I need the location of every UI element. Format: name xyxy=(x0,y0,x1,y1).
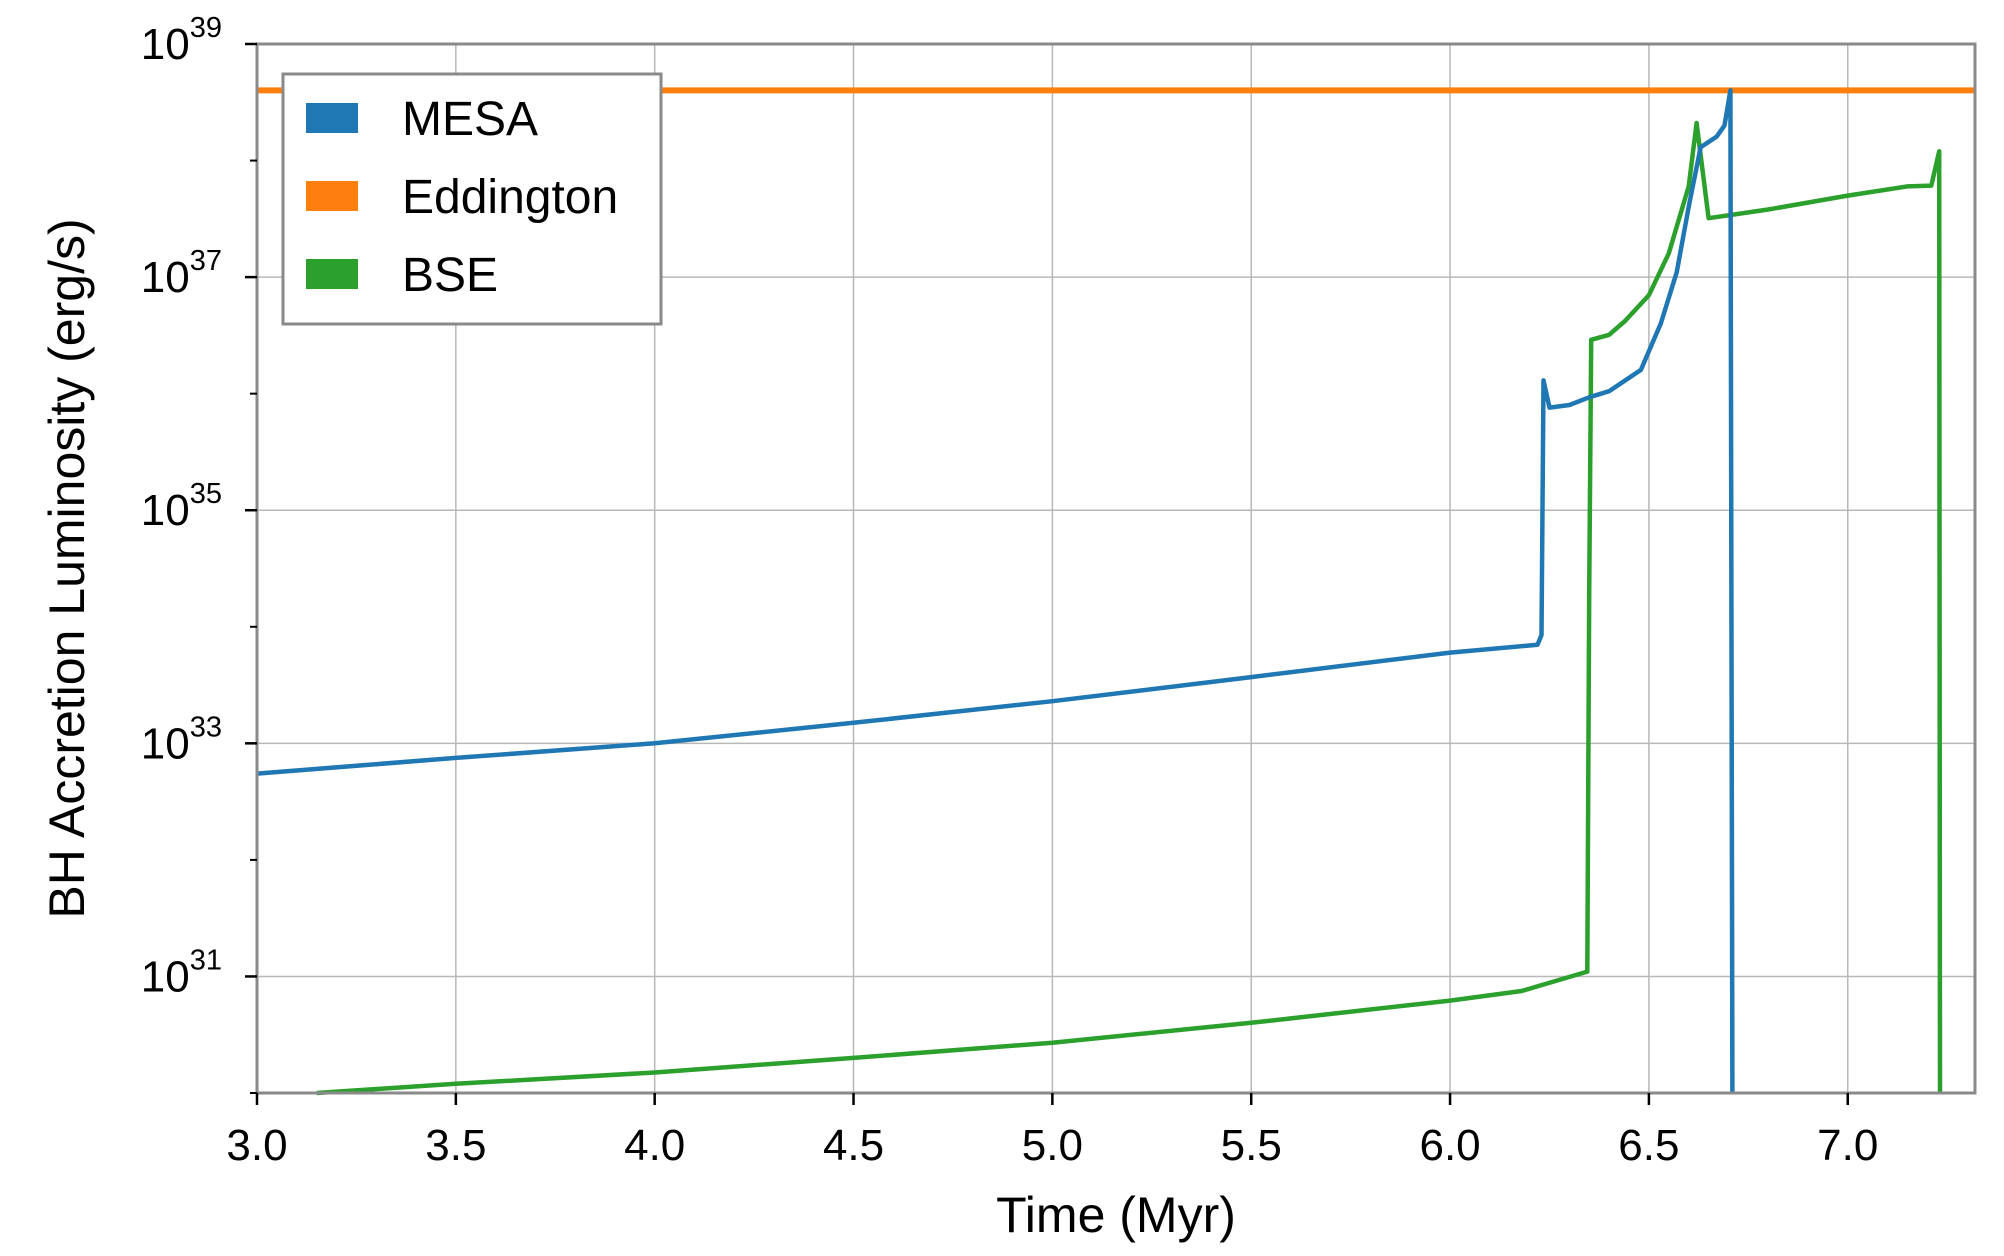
y-tick-base: 10 xyxy=(141,253,190,302)
y-tick-exponent: 39 xyxy=(190,12,222,44)
y-tick-label: 1033 xyxy=(141,711,222,768)
y-tick-exponent: 35 xyxy=(190,478,222,510)
y-tick-label: 1031 xyxy=(141,944,222,1001)
legend-label-bse: BSE xyxy=(402,249,498,302)
y-axis-title: BH Accretion Luminosity (erg/s) xyxy=(39,218,95,918)
x-tick-label: 6.5 xyxy=(1618,1121,1679,1170)
y-tick-label: 1037 xyxy=(141,245,222,302)
y-tick-base: 10 xyxy=(141,20,190,69)
x-tick-label: 3.5 xyxy=(425,1121,486,1170)
y-tick-base: 10 xyxy=(141,486,190,535)
axis-ticks xyxy=(245,42,1849,1105)
x-tick-label: 4.5 xyxy=(823,1121,884,1170)
legend-swatch-mesa xyxy=(306,103,358,133)
y-tick-exponent: 33 xyxy=(190,711,222,743)
x-tick-label: 5.5 xyxy=(1221,1121,1282,1170)
legend-swatch-eddington xyxy=(306,181,358,211)
y-tick-exponent: 31 xyxy=(190,944,222,976)
x-tick-label: 6.0 xyxy=(1419,1121,1480,1170)
x-tick-label: 3.0 xyxy=(226,1121,287,1170)
x-tick-labels: 3.0 3.5 4.0 4.5 5.0 5.5 6.0 6.5 7.0 xyxy=(226,1121,1878,1170)
x-tick-label: 5.0 xyxy=(1022,1121,1083,1170)
legend-label-eddington: Eddington xyxy=(402,171,618,224)
plot-frame xyxy=(255,42,1977,1095)
legend-label-mesa: MESA xyxy=(402,93,538,146)
x-tick-label: 4.0 xyxy=(624,1121,685,1170)
series-line-bse xyxy=(316,120,1943,1096)
y-tick-label: 1035 xyxy=(141,478,222,535)
y-tick-base: 10 xyxy=(141,952,190,1001)
y-tick-label: 1039 xyxy=(141,12,222,69)
y-tick-exponent: 37 xyxy=(190,245,222,277)
x-axis-title: Time (Myr) xyxy=(996,1187,1236,1243)
y-tick-base: 10 xyxy=(141,719,190,768)
legend-swatch-bse xyxy=(306,259,358,289)
x-tick-label: 7.0 xyxy=(1817,1121,1878,1170)
legend: MESA Eddington BSE xyxy=(281,72,663,326)
series-line-mesa xyxy=(256,88,1735,1094)
